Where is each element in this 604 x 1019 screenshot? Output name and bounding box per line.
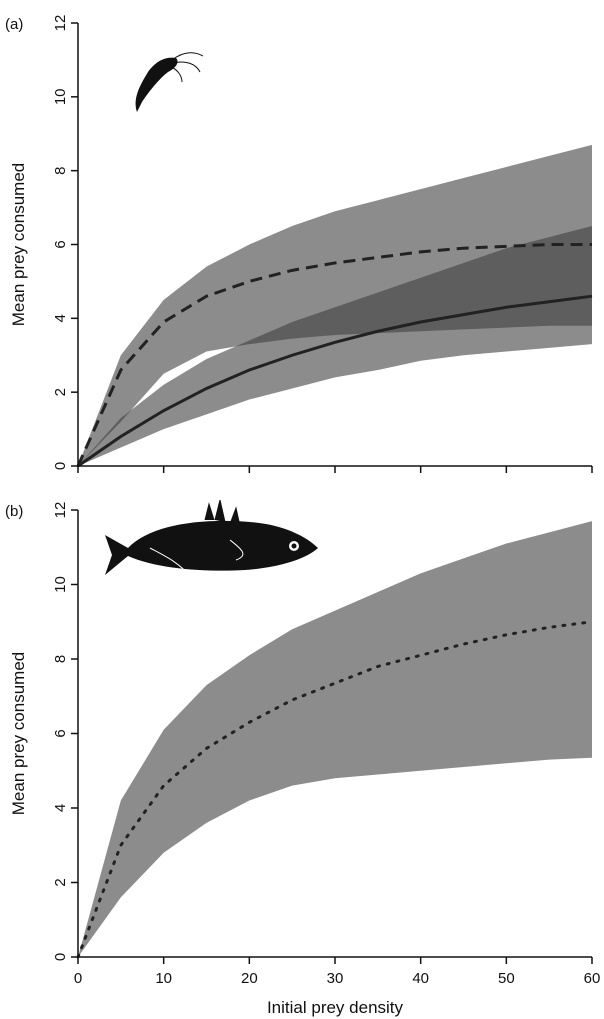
y-tick-label: 10 — [52, 576, 69, 593]
x-tick-label: 20 — [241, 970, 258, 987]
x-tick-label: 40 — [412, 970, 429, 987]
curve — [76, 620, 594, 959]
y-tick-label: 2 — [52, 878, 69, 886]
y-axis-label: Mean prey consumed — [9, 163, 28, 326]
shrimp-icon — [135, 52, 204, 112]
y-tick-label: 12 — [52, 15, 69, 32]
y-tick-label: 6 — [52, 729, 69, 737]
x-axis-label: Initial prey density — [267, 998, 404, 1017]
y-tick-label: 12 — [52, 502, 69, 519]
y-tick-label: 8 — [52, 166, 69, 174]
y-tick-label: 10 — [52, 88, 69, 105]
confidence-band — [78, 144, 592, 466]
curve — [76, 243, 592, 467]
x-tick-label: 10 — [155, 970, 172, 987]
confidence-band — [78, 521, 592, 957]
x-tick-label: 0 — [74, 970, 82, 987]
y-tick-label: 0 — [52, 953, 69, 961]
y-axis-label: Mean prey consumed — [9, 652, 28, 815]
x-tick-label: 60 — [584, 970, 601, 987]
panel-label: (a) — [5, 16, 23, 33]
fish-icon — [105, 499, 318, 577]
x-tick-label: 50 — [498, 970, 515, 987]
curve — [77, 294, 593, 468]
y-tick-label: 4 — [52, 314, 69, 322]
y-tick-label: 2 — [52, 388, 69, 396]
confidence-band — [78, 226, 592, 466]
y-tick-label: 6 — [52, 240, 69, 248]
y-tick-label: 8 — [52, 655, 69, 663]
y-tick-label: 0 — [52, 462, 69, 470]
y-tick-label: 4 — [52, 804, 69, 812]
panel-label: (b) — [5, 503, 23, 520]
x-tick-label: 30 — [327, 970, 344, 987]
